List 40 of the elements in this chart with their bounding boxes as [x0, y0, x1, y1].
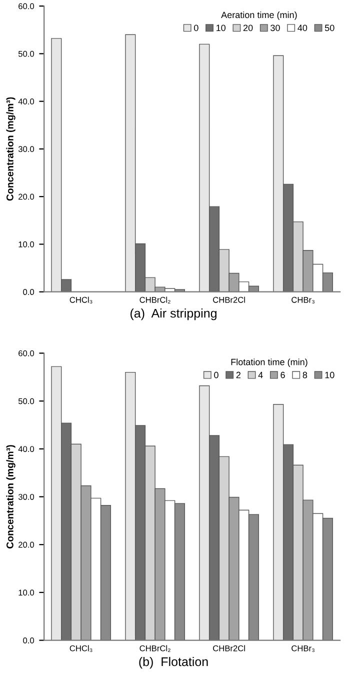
y-tick-label: 30.0	[18, 146, 34, 152]
y-tick-label: 20.0	[18, 542, 34, 548]
legend-label: 0	[194, 24, 198, 32]
legend-title: Flotation time (min)	[231, 358, 308, 368]
y-tick-label: 10.0	[18, 241, 34, 248]
y-tick-label: 40.0	[18, 446, 34, 452]
legend-label: 20	[243, 24, 253, 32]
legend-label: 0	[214, 372, 218, 378]
legend-label: 2	[236, 372, 240, 378]
y-tick-label: 50.0	[18, 398, 34, 404]
y-axis-title: Concentration (mg/m³)	[6, 97, 16, 201]
x-tick-label: CHCl₃	[70, 296, 92, 304]
x-tick-label: CHBr₃	[292, 296, 314, 304]
x-tick-label: CHBr2Cl	[213, 645, 245, 652]
legend-label: 4	[258, 372, 263, 378]
y-tick-label: 40.0	[18, 98, 34, 104]
y-tick-label: 30.0	[18, 494, 34, 500]
y-tick-label: 60.0	[18, 3, 34, 10]
legend-label: 10	[216, 24, 226, 32]
legend-title: Aeration time (min)	[221, 11, 297, 20]
y-tick-label: 60.0	[18, 350, 34, 356]
y-tick-label: 0.0	[23, 638, 34, 644]
legend-label: 10	[325, 372, 334, 378]
y-axis-title: Concentration (mg/m³)	[6, 445, 16, 548]
text: (b) Flotation	[139, 656, 208, 669]
x-tick-label: CHBr2Cl	[213, 296, 245, 303]
text: (a) Air stripping	[130, 308, 216, 320]
x-tick-label: CHCl₃	[70, 645, 92, 652]
x-tick-label: CHBr₃	[292, 645, 314, 652]
legend-label: 8	[302, 372, 308, 378]
legend-label: 6	[280, 372, 285, 378]
y-tick-label: 0.0	[23, 289, 34, 295]
y-tick-label: 20.0	[18, 194, 34, 200]
y-tick-label: 50.0	[18, 50, 34, 57]
y-tick-label: 10.0	[18, 590, 34, 596]
legend-label: 40	[298, 24, 308, 32]
x-tick-label: CHBrCl₂	[140, 645, 170, 652]
legend-label: 30	[270, 24, 280, 32]
legend-label: 50	[324, 24, 334, 32]
x-tick-label: CHBrCl₂	[140, 296, 170, 304]
